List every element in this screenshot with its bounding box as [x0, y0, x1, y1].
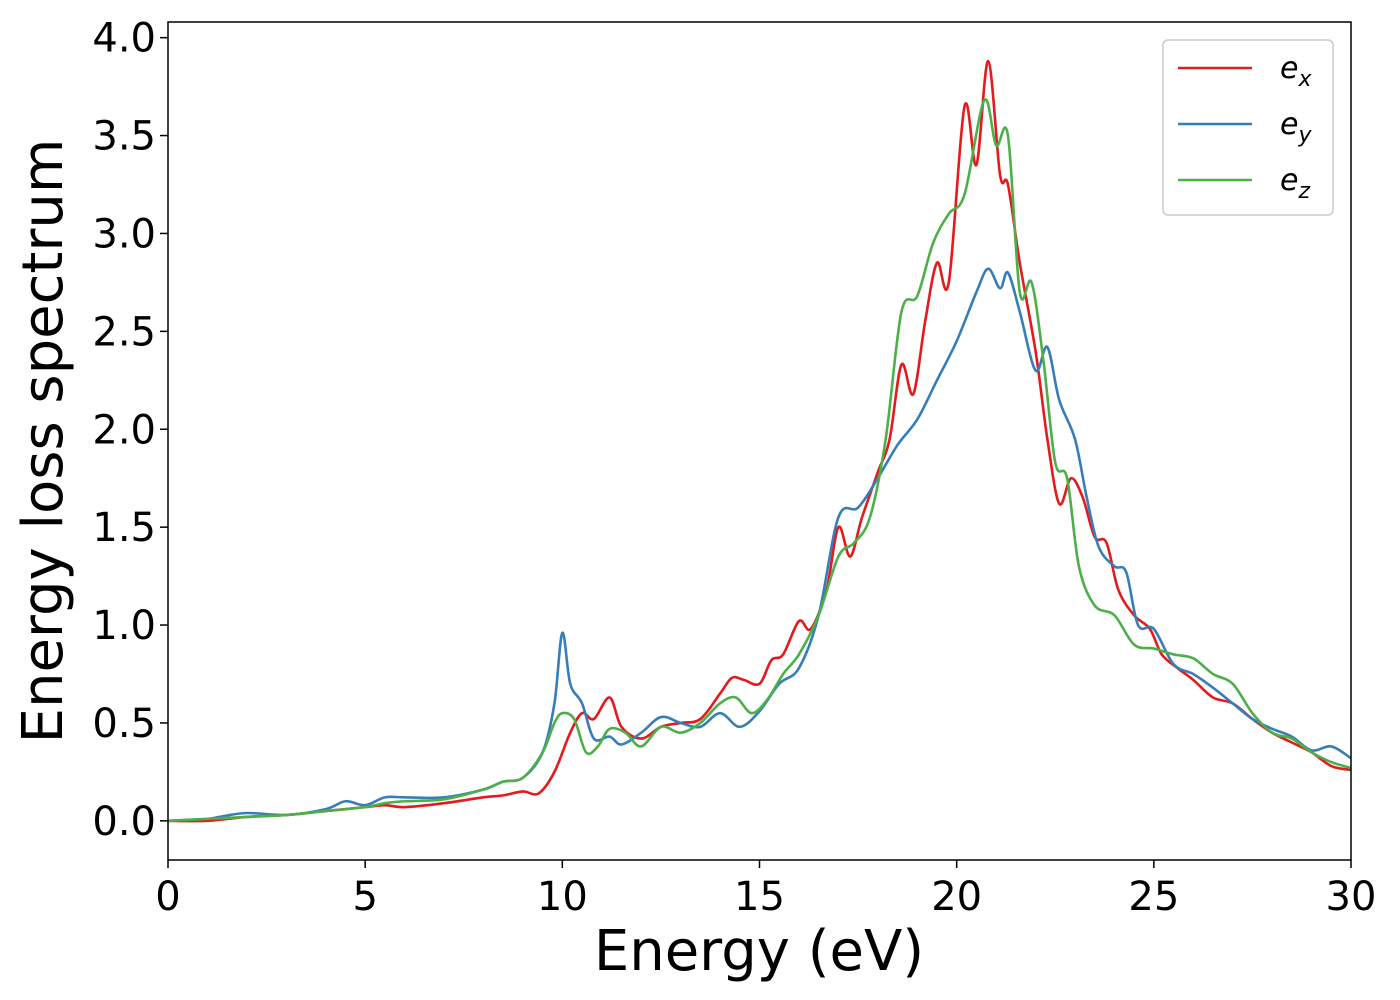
x-tick-label: 10	[537, 874, 588, 920]
y-tick-label: 2.0	[92, 407, 156, 453]
y-tick-label: 2.5	[92, 309, 156, 355]
x-tick-label: 20	[931, 874, 982, 920]
y-tick-label: 1.0	[92, 603, 156, 649]
x-tick-label: 25	[1128, 874, 1179, 920]
legend-label-subscript: x	[1297, 67, 1312, 92]
series-lines	[168, 59, 1351, 823]
y-tick-label: 4.0	[92, 16, 156, 62]
legend-label-base: e	[1280, 163, 1298, 198]
legend-label-subscript: y	[1297, 123, 1312, 148]
legend-label-x: ex	[1280, 51, 1312, 92]
axis-ticks: 0 5 10 15 20 25 30 0.0 0.5 1.0 1.5 2.0 2.5 3.0 3.5 4.0	[92, 16, 1376, 920]
x-axis-title: Energy (eV)	[594, 919, 924, 984]
y-tick-label: 3.0	[92, 211, 156, 257]
series-line-z	[168, 98, 1351, 823]
series-line-y	[168, 267, 1351, 823]
x-tick-label: 0	[155, 874, 180, 920]
y-axis-title: Energy loss spectrum	[11, 139, 76, 744]
legend-label-y: ey	[1280, 107, 1312, 148]
x-tick-label: 15	[734, 874, 785, 920]
legend-label-base: e	[1280, 107, 1298, 142]
x-tick-label: 5	[352, 874, 377, 920]
y-tick-label: 0.0	[92, 799, 156, 845]
legend-box	[1162, 39, 1334, 216]
y-tick-label: 1.5	[92, 505, 156, 551]
legend-label-subscript: z	[1297, 179, 1310, 204]
legend-label-base: e	[1280, 51, 1298, 86]
x-tick-label: 30	[1326, 874, 1377, 920]
y-tick-label: 0.5	[92, 701, 156, 747]
legend-label-z: ez	[1280, 163, 1310, 204]
y-tick-label: 3.5	[92, 114, 156, 160]
